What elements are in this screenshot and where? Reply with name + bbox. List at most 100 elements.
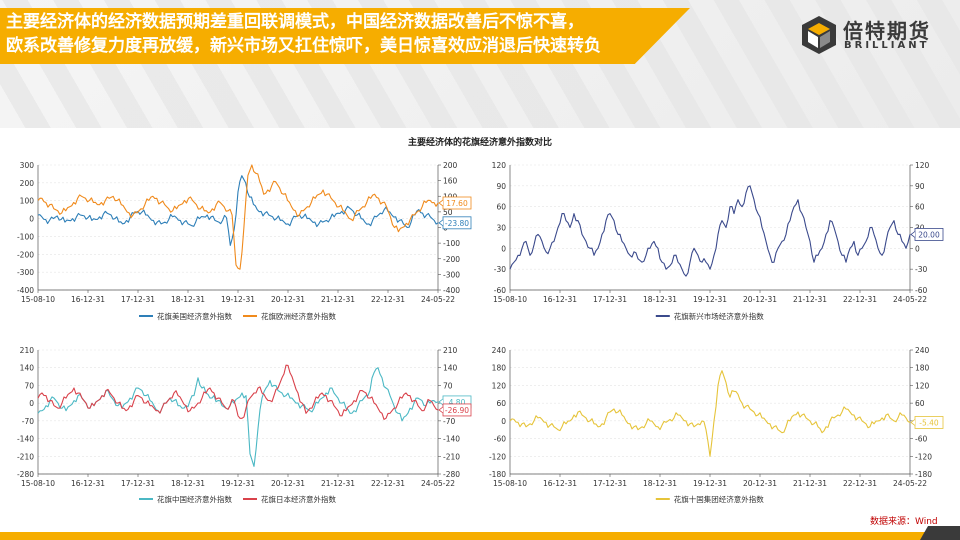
x-tick-label: 15-08-10: [493, 479, 527, 488]
x-tick-label: 20-12-31: [271, 479, 305, 488]
title-line-2: 欧系改善修复力度再放缓，新兴市场又扛住惊吓，美日惊喜效应消退后快速转负: [6, 36, 601, 56]
chart-panel: [4, 128, 956, 528]
y-right-tick-label: -140: [443, 435, 460, 444]
y-right-tick-label: 120: [915, 161, 930, 170]
y-left-tick-label: 140: [20, 364, 35, 373]
y-left-tick-label: -300: [17, 268, 34, 277]
x-tick-label: 19-12-31: [693, 479, 727, 488]
y-right-tick-label: 180: [915, 364, 930, 373]
legend-label: 花旗新兴市场经济意外指数: [674, 311, 764, 321]
last-value-pointer: [438, 199, 444, 207]
y-right-tick-label: 0: [915, 244, 920, 253]
y-left-tick-label: -30: [494, 265, 506, 274]
x-tick-label: 22-12-31: [843, 295, 877, 304]
slide-title: 主要经济体的经济数据预期差重回联调模式，中国经济数据改善后不惊不喜， 欧系改善修…: [6, 10, 666, 58]
y-right-tick-label: -30: [915, 265, 927, 274]
y-left-tick-label: -60: [494, 286, 506, 295]
y-right-tick-label: -300: [443, 270, 460, 279]
series-line-3-1: [37, 367, 439, 467]
x-tick-label: 22-12-31: [371, 295, 405, 304]
y-right-tick-label: 210: [443, 346, 458, 355]
last-value-label: -26.90: [445, 406, 469, 415]
y-right-tick-label: 200: [443, 161, 458, 170]
x-tick-label: 16-12-31: [543, 295, 577, 304]
x-tick-label: 20-12-31: [743, 295, 777, 304]
legend-label: 花旗欧洲经济意外指数: [261, 311, 336, 321]
bottom-accent-bar: [0, 532, 960, 540]
x-tick-label: 18-12-31: [171, 295, 205, 304]
x-tick-label: 17-12-31: [593, 479, 627, 488]
x-tick-label: 17-12-31: [593, 295, 627, 304]
y-left-tick-label: 0: [29, 399, 34, 408]
legend-label: 花旗日本经济意外指数: [261, 494, 336, 504]
x-tick-label: 16-12-31: [71, 295, 105, 304]
last-value-label: -5.40: [919, 418, 939, 427]
series-line-4-1: [509, 370, 911, 457]
y-right-tick-label: -70: [443, 417, 455, 426]
x-tick-label: 24-05-22: [421, 295, 455, 304]
y-left-tick-label: 180: [492, 364, 507, 373]
y-right-tick-label: 90: [915, 182, 925, 191]
y-left-tick-label: -400: [17, 286, 34, 295]
x-tick-label: 19-12-31: [221, 479, 255, 488]
chart-main-title: 主要经济体的花旗经济意外指数对比: [407, 138, 552, 148]
y-right-tick-label: -180: [915, 470, 932, 479]
last-value-pointer: [438, 406, 444, 414]
legend-label: 花旗美国经济意外指数: [157, 311, 232, 321]
legend-label: 花旗十国集团经济意外指数: [674, 494, 764, 504]
x-tick-label: 18-12-31: [171, 479, 205, 488]
y-left-tick-label: -200: [17, 250, 34, 259]
last-value-pointer: [910, 419, 916, 426]
y-right-tick-label: 30: [915, 224, 925, 233]
last-value-pointer: [910, 231, 916, 238]
x-tick-label: 17-12-31: [121, 295, 155, 304]
y-right-tick-label: -200: [443, 255, 460, 264]
x-tick-label: 21-12-31: [321, 479, 355, 488]
y-left-tick-label: -100: [17, 232, 34, 241]
x-tick-label: 18-12-31: [643, 479, 677, 488]
series-line-1-1: [37, 175, 439, 246]
y-left-tick-label: -140: [17, 435, 34, 444]
x-tick-label: 19-12-31: [693, 295, 727, 304]
y-left-tick-label: 0: [501, 244, 506, 253]
x-tick-label: 16-12-31: [543, 479, 577, 488]
x-tick-label: 24-05-22: [893, 479, 927, 488]
last-value-pointer: [438, 219, 444, 227]
y-right-tick-label: 120: [915, 381, 930, 390]
y-right-tick-label: -60: [915, 435, 927, 444]
y-left-tick-label: 120: [492, 161, 507, 170]
y-right-tick-label: 140: [443, 364, 458, 373]
y-left-tick-label: 100: [20, 197, 35, 206]
y-left-tick-label: -60: [494, 435, 506, 444]
x-tick-label: 19-12-31: [221, 295, 255, 304]
x-tick-label: 16-12-31: [71, 479, 105, 488]
last-value-label: -23.80: [445, 219, 469, 228]
y-right-tick-label: -210: [443, 452, 460, 461]
y-right-tick-label: 160: [443, 177, 458, 186]
y-left-tick-label: 120: [492, 381, 507, 390]
x-tick-label: 20-12-31: [271, 295, 305, 304]
y-left-tick-label: 300: [20, 161, 35, 170]
x-tick-label: 22-12-31: [371, 479, 405, 488]
x-tick-label: 24-05-22: [893, 295, 927, 304]
title-line-1: 主要经济体的经济数据预期差重回联调模式，中国经济数据改善后不惊不喜，: [6, 12, 584, 32]
brand-logo: 倍特期货 BRILLIANT: [800, 14, 950, 56]
last-value-label: 20.00: [918, 230, 940, 239]
y-left-tick-label: 70: [24, 381, 34, 390]
x-tick-label: 22-12-31: [843, 479, 877, 488]
y-right-tick-label: 70: [443, 381, 453, 390]
y-right-tick-label: -400: [443, 286, 460, 295]
y-left-tick-label: 30: [496, 224, 506, 233]
x-tick-label: 21-12-31: [793, 295, 827, 304]
y-left-tick-label: 60: [496, 399, 506, 408]
bottom-corner-accent: [920, 526, 960, 540]
x-tick-label: 21-12-31: [321, 295, 355, 304]
cube-logo-icon: [802, 16, 836, 54]
y-right-tick-label: -100: [443, 239, 460, 248]
series-line-3-2: [37, 364, 439, 420]
y-left-tick-label: 0: [501, 417, 506, 426]
x-tick-label: 15-08-10: [21, 295, 55, 304]
y-left-tick-label: 0: [29, 215, 34, 224]
y-right-tick-label: -120: [915, 452, 932, 461]
